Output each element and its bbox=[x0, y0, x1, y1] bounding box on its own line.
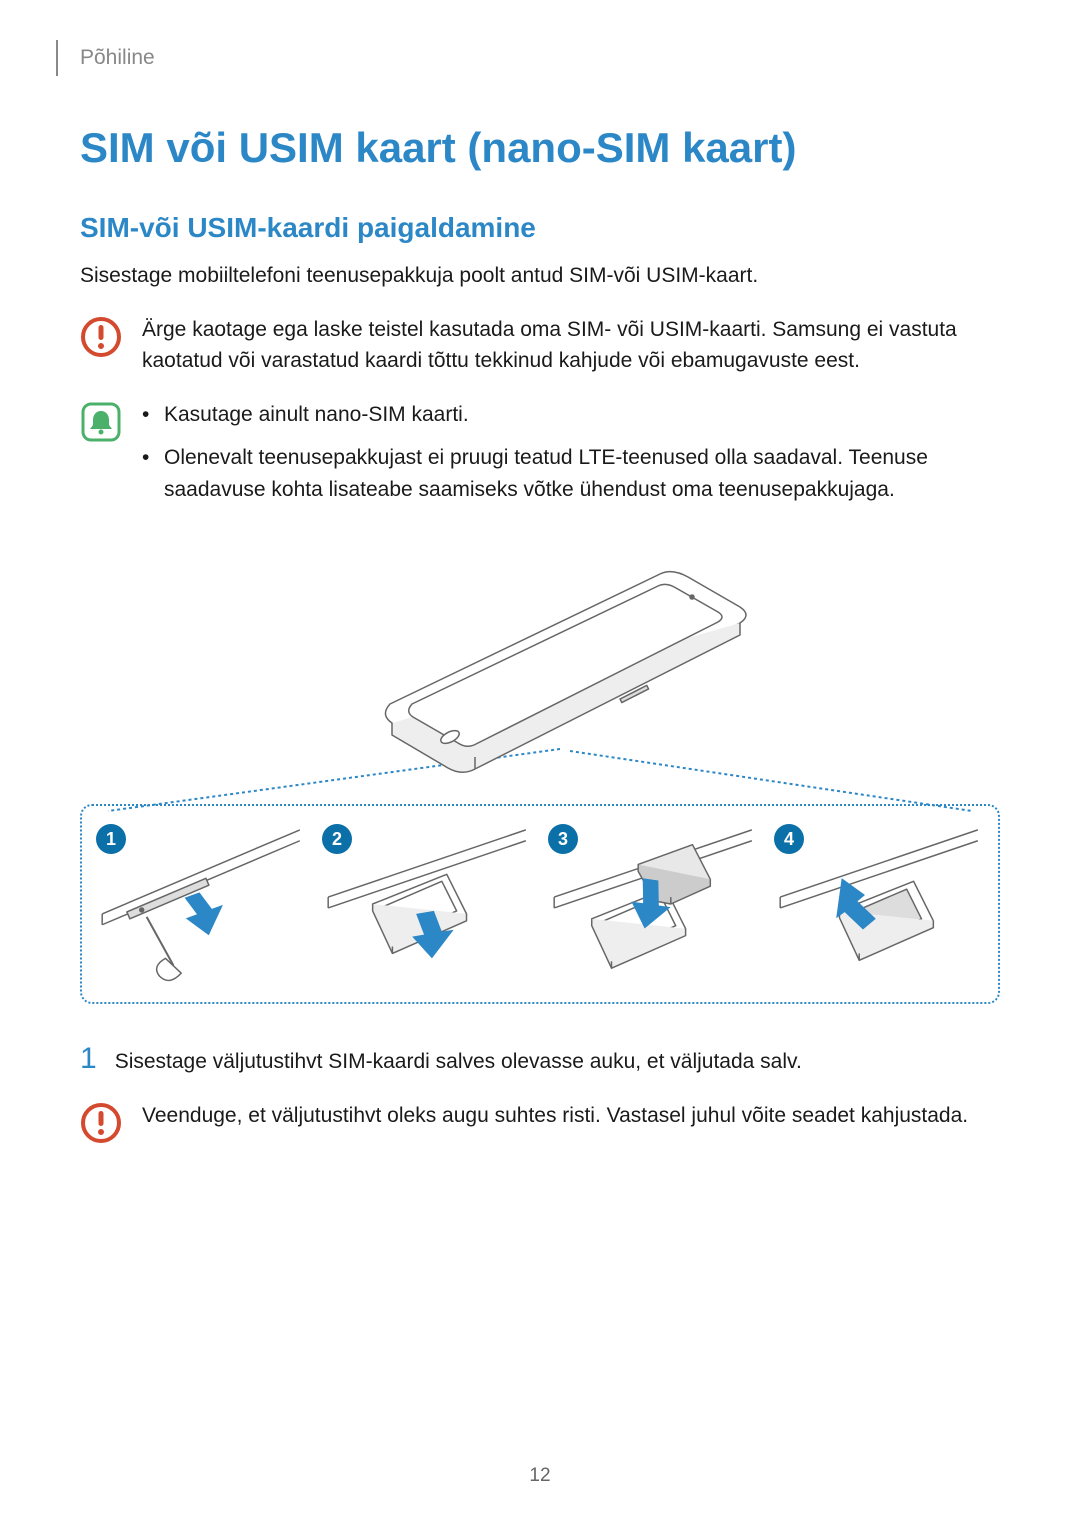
step-badge-2: 2 bbox=[322, 824, 352, 854]
step-4-illustration bbox=[770, 820, 988, 988]
warning-icon bbox=[80, 316, 122, 358]
warning-callout-2: Veenduge, et väljutustihvt oleks augu su… bbox=[80, 1100, 1000, 1144]
step-1-illustration bbox=[92, 820, 310, 988]
warning-text-2: Veenduge, et väljutustihvt oleks augu su… bbox=[142, 1100, 968, 1132]
step-badge-1: 1 bbox=[96, 824, 126, 854]
section-title: SIM-või USIM-kaardi paigaldamine bbox=[80, 212, 1000, 244]
info-bell-icon bbox=[80, 401, 122, 443]
info-bullet-2: Olenevalt teenusepakkujast ei pruugi tea… bbox=[142, 442, 1000, 505]
step-text-1: Sisestage väljutustihvt SIM-kaardi salve… bbox=[115, 1046, 802, 1078]
step-badge-4: 4 bbox=[774, 824, 804, 854]
step-badge-3: 3 bbox=[548, 824, 578, 854]
installation-diagram: 1 bbox=[80, 539, 1000, 1004]
warning-callout-1: Ärge kaotage ega laske teistel kasutada … bbox=[80, 314, 1000, 377]
info-callout: Kasutage ainult nano-SIM kaarti. Oleneva… bbox=[80, 399, 1000, 518]
document-page: Põhiline SIM või USIM kaart (nano-SIM ka… bbox=[0, 0, 1080, 1527]
page-title: SIM või USIM kaart (nano-SIM kaart) bbox=[80, 124, 1000, 172]
tablet-illustration bbox=[320, 539, 760, 779]
step-3-illustration bbox=[544, 820, 762, 988]
info-bullet-1: Kasutage ainult nano-SIM kaarti. bbox=[142, 399, 1000, 431]
page-number: 12 bbox=[529, 1465, 550, 1487]
steps-container: 1 bbox=[80, 804, 1000, 1004]
info-bullet-list: Kasutage ainult nano-SIM kaarti. Oleneva… bbox=[142, 399, 1000, 518]
step-2-illustration bbox=[318, 820, 536, 988]
breadcrumb-text: Põhiline bbox=[80, 46, 155, 70]
step-panel-1: 1 bbox=[92, 820, 310, 988]
breadcrumb-bar: Põhiline bbox=[56, 40, 1000, 76]
numbered-step-1: 1 Sisestage väljutustihvt SIM-kaardi sal… bbox=[80, 1044, 1000, 1078]
warning-icon bbox=[80, 1102, 122, 1144]
step-panel-4: 4 bbox=[770, 820, 988, 988]
warning-text-1: Ärge kaotage ega laske teistel kasutada … bbox=[142, 314, 1000, 377]
step-panel-2: 2 bbox=[318, 820, 536, 988]
intro-paragraph: Sisestage mobiiltelefoni teenusepakkuja … bbox=[80, 260, 1000, 292]
step-number-1: 1 bbox=[80, 1044, 97, 1074]
step-panel-3: 3 bbox=[544, 820, 762, 988]
